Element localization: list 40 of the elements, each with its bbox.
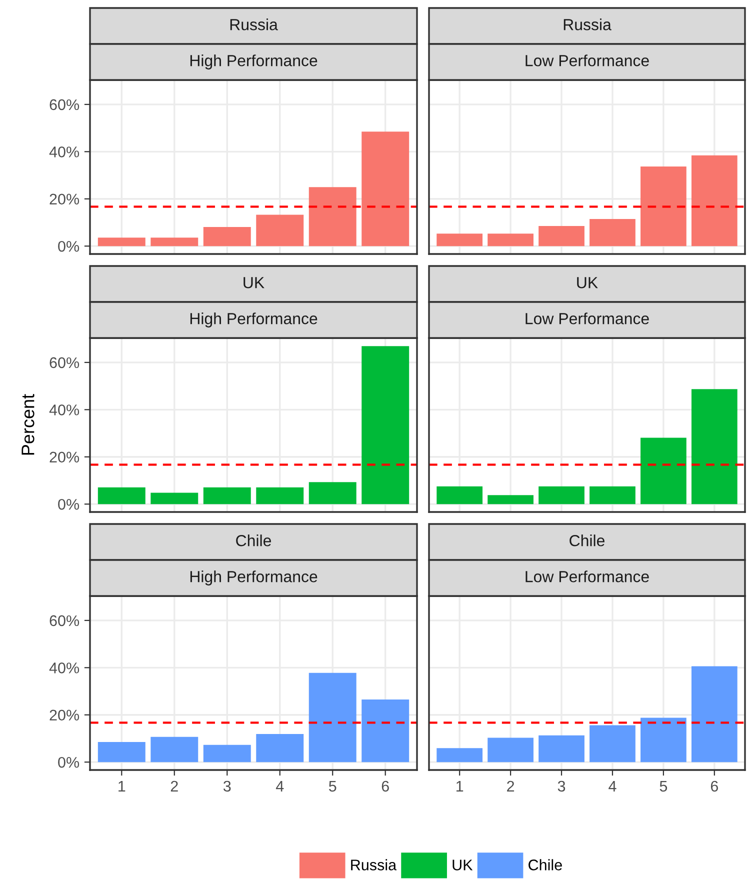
x-tick-label: 4 — [276, 780, 284, 792]
x-tick-label: 2 — [507, 780, 514, 792]
y-tick-label: 60% — [50, 99, 80, 110]
x-tick-label: 2 — [170, 780, 178, 792]
y-tick-label: 20% — [50, 194, 80, 205]
x-tick-label: 4 — [608, 780, 616, 792]
y-tick-label: 60% — [50, 615, 80, 626]
chart-subtitle: Low Performance — [526, 54, 649, 66]
chart-subtitle: Low Performance — [526, 570, 649, 582]
chart-subtitle: High Performance — [190, 312, 318, 328]
y-tick-label: 40% — [49, 662, 80, 674]
chart-title: UK — [244, 277, 264, 288]
chart-title: Russia — [564, 18, 612, 30]
x-tick-label: 1 — [456, 780, 464, 792]
y-tick-label: 0% — [58, 756, 80, 768]
x-tick-label: 5 — [328, 780, 336, 792]
x-tick-label: 3 — [558, 780, 566, 792]
y-tick-label: 20% — [50, 710, 80, 721]
x-tick-label: 6 — [710, 780, 718, 792]
y-tick-label: 0% — [58, 240, 80, 252]
y-tick-label: 20% — [50, 452, 80, 463]
y-tick-label: 60% — [50, 357, 80, 368]
x-tick-label: 3 — [223, 780, 231, 792]
x-tick-label: 5 — [660, 780, 668, 792]
y-tick-label: 0% — [58, 498, 80, 510]
legend-label: UK — [452, 860, 473, 870]
x-tick-label: 1 — [118, 780, 126, 792]
chart-title: Chile — [236, 534, 271, 546]
y-tick-label: 40% — [49, 146, 80, 158]
y-axis-title: Percent — [22, 394, 34, 455]
chart-title: Russia — [230, 18, 278, 30]
y-tick-label: 40% — [49, 404, 80, 416]
legend-label: Chile — [528, 859, 562, 870]
chart-title: UK — [577, 277, 598, 288]
chart-subtitle: High Performance — [190, 570, 318, 586]
x-tick-label: 6 — [382, 780, 389, 792]
legend-label: Russia — [351, 859, 397, 870]
chart-subtitle: Low Performance — [526, 312, 649, 324]
chart-subtitle: High Performance — [190, 54, 318, 70]
chart-title: Chile — [570, 534, 604, 546]
